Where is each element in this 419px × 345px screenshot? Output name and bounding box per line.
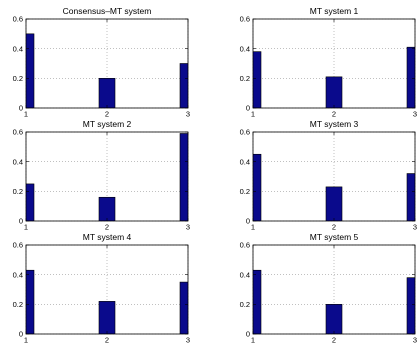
- y-tick-label: 0.4: [13, 270, 23, 279]
- y-tick-label: 0.2: [13, 300, 23, 309]
- bar: [98, 78, 116, 108]
- chart-panel: 0 0.2 0.4 0.6 1 2 3 MT system 1: [240, 6, 418, 119]
- y-tick-label: 0: [19, 217, 23, 226]
- y-tick-label: 0: [19, 104, 23, 113]
- chart-panel: 0 0.2 0.4 0.6 1 2 3 MT system 5: [240, 232, 418, 345]
- bar: [253, 153, 262, 221]
- bar: [253, 269, 262, 334]
- y-tick-label: 0.4: [240, 270, 250, 279]
- chart-panel: 0 0.2 0.4 0.6 1 2 3 MT system 2: [13, 119, 191, 232]
- y-tick-label: 0.6: [240, 241, 250, 250]
- x-tick-label: 2: [105, 223, 109, 232]
- x-tick-label: 3: [413, 336, 417, 345]
- y-tick-label: 0.2: [13, 187, 23, 196]
- chart-title: MT system 1: [310, 6, 359, 16]
- bar: [179, 63, 188, 108]
- chart-title: Consensus–MT system: [63, 6, 152, 16]
- x-tick-label: 2: [105, 336, 109, 345]
- bar: [406, 173, 415, 221]
- x-tick-label: 1: [24, 110, 28, 119]
- x-tick-label: 2: [332, 336, 336, 345]
- x-tick-label: 1: [251, 336, 255, 345]
- y-tick-label: 0.4: [240, 157, 250, 166]
- x-tick-label: 3: [186, 336, 190, 345]
- bar: [26, 269, 35, 334]
- chart-panel: 0 0.2 0.4 0.6 1 2 3 MT system 3: [240, 119, 418, 232]
- y-tick-label: 0.2: [240, 187, 250, 196]
- y-tick-label: 0.2: [13, 74, 23, 83]
- bar: [98, 196, 116, 221]
- y-tick-label: 0.2: [240, 74, 250, 83]
- bar: [325, 186, 343, 221]
- x-tick-label: 3: [413, 110, 417, 119]
- x-tick-label: 1: [251, 223, 255, 232]
- y-tick-label: 0: [19, 330, 23, 339]
- x-tick-label: 3: [413, 223, 417, 232]
- bar: [325, 76, 343, 108]
- bar: [26, 183, 35, 221]
- chart-panel: 0 0.2 0.4 0.6 1 2 3 Consensus–MT system: [13, 6, 191, 119]
- bar: [253, 51, 262, 108]
- y-tick-label: 0.4: [13, 157, 23, 166]
- x-tick-label: 2: [332, 223, 336, 232]
- y-tick-label: 0: [246, 104, 250, 113]
- chart-title: MT system 3: [310, 119, 359, 129]
- y-tick-label: 0.6: [240, 128, 250, 137]
- y-tick-label: 0: [246, 217, 250, 226]
- y-tick-label: 0.4: [240, 44, 250, 53]
- x-tick-label: 1: [24, 336, 28, 345]
- y-tick-label: 0: [246, 330, 250, 339]
- chart-title: MT system 2: [83, 119, 132, 129]
- y-tick-label: 0.6: [240, 15, 250, 24]
- x-tick-label: 2: [332, 110, 336, 119]
- chart-title: MT system 4: [83, 232, 132, 242]
- chart-panel: 0 0.2 0.4 0.6 1 2 3 MT system 4: [13, 232, 191, 345]
- y-tick-label: 0.6: [13, 241, 23, 250]
- bar: [26, 33, 35, 108]
- bar: [406, 277, 415, 334]
- bar: [325, 304, 343, 334]
- bar: [98, 301, 116, 334]
- bar: [179, 133, 188, 221]
- chart-title: MT system 5: [310, 232, 359, 242]
- y-tick-label: 0.4: [13, 44, 23, 53]
- x-tick-label: 1: [24, 223, 28, 232]
- y-tick-label: 0.2: [240, 300, 250, 309]
- y-tick-label: 0.6: [13, 15, 23, 24]
- x-tick-label: 2: [105, 110, 109, 119]
- bar: [179, 281, 188, 334]
- x-tick-label: 3: [186, 110, 190, 119]
- bar: [406, 46, 415, 108]
- y-tick-label: 0.6: [13, 128, 23, 137]
- x-tick-label: 3: [186, 223, 190, 232]
- x-tick-label: 1: [251, 110, 255, 119]
